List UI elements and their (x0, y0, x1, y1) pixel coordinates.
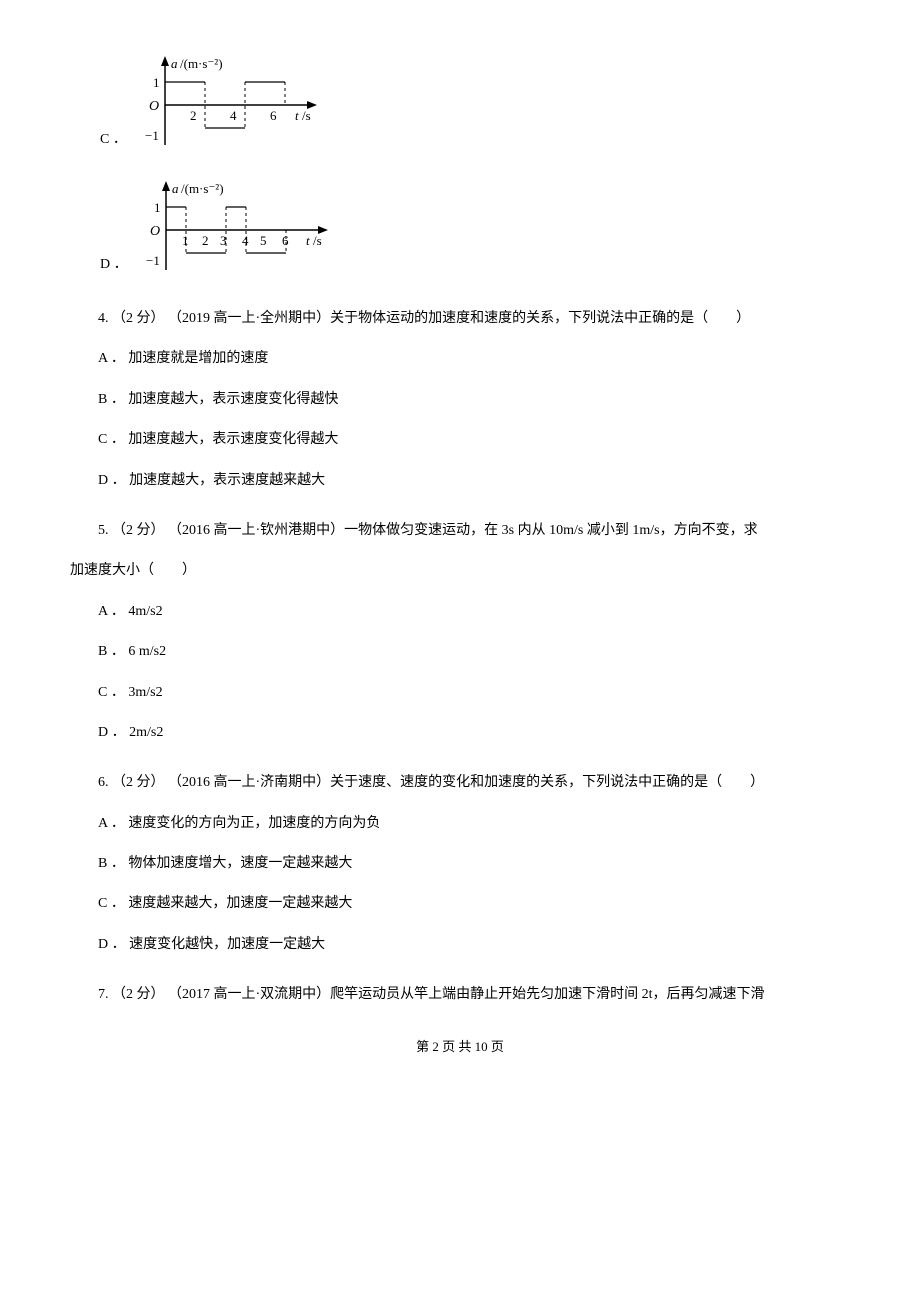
svg-text:1: 1 (153, 75, 160, 90)
q5-option-a: A ． 4m/s2 (70, 601, 850, 623)
chart-c: a /(m·s⁻²) t /s 1 −1 O 2 4 6 (135, 50, 325, 155)
option-d-chart-container: D ． a /(m·s⁻²) t /s 1 −1 O 1 2 3 4 5 6 (100, 175, 850, 280)
q7-stem: 7. （2 分） （2017 高一上·双流期中）爬竿运动员从竿上端由静止开始先匀… (70, 984, 850, 1006)
q6-stem: 6. （2 分） （2016 高一上·济南期中）关于速度、速度的变化和加速度的关… (70, 772, 850, 794)
svg-text:2: 2 (202, 233, 209, 248)
option-c-letter: C ． (100, 129, 127, 155)
chart-d: a /(m·s⁻²) t /s 1 −1 O 1 2 3 4 5 6 (136, 175, 336, 280)
svg-text:6: 6 (270, 108, 277, 123)
svg-text:a: a (171, 56, 178, 71)
svg-text:O: O (149, 99, 159, 114)
q5-option-b: B ． 6 m/s2 (70, 641, 850, 663)
q6-option-a: A ． 速度变化的方向为正，加速度的方向为负 (70, 813, 850, 835)
q6-option-d: D ． 速度变化越快，加速度一定越大 (70, 934, 850, 956)
q6-option-c: C ． 速度越来越大，加速度一定越来越大 (70, 893, 850, 915)
svg-text:/(m·s⁻²): /(m·s⁻²) (180, 56, 223, 71)
q4-option-a: A ． 加速度就是增加的速度 (70, 348, 850, 370)
svg-text:/s: /s (313, 233, 322, 248)
svg-text:/s: /s (302, 108, 311, 123)
option-d-letter: D ． (100, 254, 128, 280)
q4-option-b: B ． 加速度越大，表示速度变化得越快 (70, 389, 850, 411)
q5-stem-line2: 加速度大小（ ） (70, 560, 850, 582)
svg-text:−1: −1 (145, 128, 159, 143)
svg-text:5: 5 (260, 233, 267, 248)
svg-text:1: 1 (154, 200, 161, 215)
svg-text:2: 2 (190, 108, 197, 123)
svg-text:t: t (306, 233, 310, 248)
q5-option-c: C ． 3m/s2 (70, 682, 850, 704)
q6-option-b: B ． 物体加速度增大，速度一定越来越大 (70, 853, 850, 875)
svg-text:a: a (172, 181, 179, 196)
svg-text:/(m·s⁻²): /(m·s⁻²) (181, 181, 224, 196)
q5-stem-line1: 5. （2 分） （2016 高一上·钦州港期中）一物体做匀变速运动，在 3s … (70, 520, 850, 542)
svg-text:1: 1 (182, 233, 189, 248)
svg-text:O: O (150, 224, 160, 239)
svg-text:4: 4 (230, 108, 237, 123)
svg-text:−1: −1 (146, 253, 160, 268)
q5-option-d: D ． 2m/s2 (70, 722, 850, 744)
svg-text:t: t (295, 108, 299, 123)
page-footer: 第 2 页 共 10 页 (70, 1037, 850, 1058)
q4-stem: 4. （2 分） （2019 高一上·全州期中）关于物体运动的加速度和速度的关系… (70, 308, 850, 330)
q4-option-d: D ． 加速度越大，表示速度越来越大 (70, 470, 850, 492)
option-c-chart-container: C ． a /(m·s⁻²) t /s 1 −1 O 2 4 6 (100, 50, 850, 155)
svg-text:6: 6 (282, 233, 289, 248)
q4-option-c: C ． 加速度越大，表示速度变化得越大 (70, 429, 850, 451)
